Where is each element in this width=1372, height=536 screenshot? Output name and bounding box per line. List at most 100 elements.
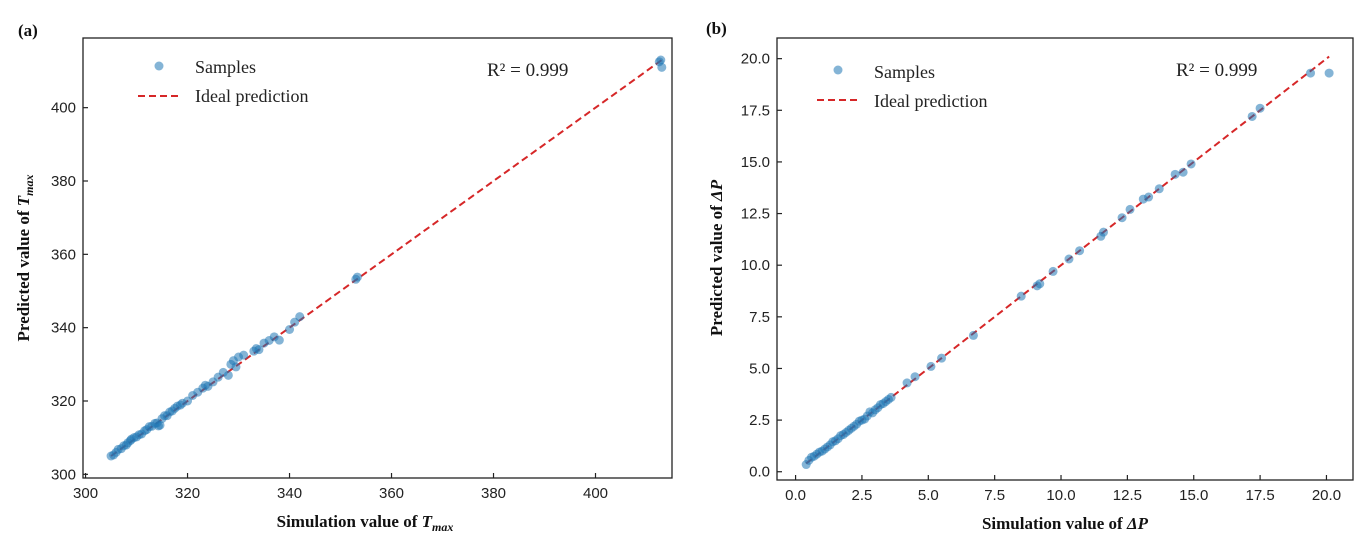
panel-a-sample-point	[285, 325, 295, 334]
panel-a-sample-point	[231, 362, 241, 372]
panel-b-y-label-var: ΔP	[707, 179, 726, 202]
panel-b-sample-point	[1048, 266, 1058, 276]
panel-a-legend-ideal: Ideal prediction	[195, 86, 308, 106]
panel-b-sample-point	[1178, 167, 1188, 177]
panel-b-y-axis-label: Predicted value of ΔP	[707, 179, 726, 336]
panel-b-plot-frame	[776, 37, 1354, 481]
panel-b-sample-point	[910, 372, 920, 382]
panel-b-x-tick-label: 2.5	[852, 487, 873, 504]
panel-b-sample-point	[1035, 279, 1045, 289]
panel-b-sample-point	[1324, 68, 1334, 78]
panel-b-y-tick-label: 7.5	[749, 309, 770, 326]
panel-b-sample-point	[1144, 192, 1154, 202]
panel-a-y-tick-label: 340	[51, 320, 76, 337]
panel-a-x-tick-label: 380	[481, 485, 506, 502]
panel-a-x-label-sub: max	[432, 520, 453, 534]
panel-b-sample-point	[1154, 184, 1164, 194]
panel-a-y-label-text: Predicted value of	[14, 210, 33, 341]
panel-b-x-tick-label: 0.0	[785, 487, 806, 504]
panel-b-x-label-var: ΔP	[1126, 514, 1149, 533]
panel-a-y-ticks: 300 320 340 360 380 400	[51, 100, 88, 483]
panel-a-plot-frame	[82, 37, 673, 479]
panel-b-x-axis-label: Simulation value of ΔP	[982, 514, 1149, 533]
panel-a-x-tick-label: 300	[73, 485, 98, 502]
panel-b-sample-points	[801, 68, 1334, 470]
panel-b-sample-point	[902, 378, 912, 388]
panel-b-sample-point	[937, 353, 947, 363]
panel-b-sample-point	[1075, 246, 1085, 256]
panel-b-x-tick-label: 12.5	[1113, 487, 1142, 504]
panel-b-x-tick-label: 20.0	[1312, 487, 1341, 504]
panel-b-sample-point	[1170, 169, 1180, 179]
panel-a-y-label-sub: max	[22, 175, 36, 196]
panel-a-x-tick-label: 360	[379, 485, 404, 502]
panel-a-x-ticks: 300 320 340 360 380 400	[73, 473, 608, 502]
panel-a-y-tick-label: 360	[51, 246, 76, 263]
panel-a-sample-point	[239, 350, 249, 360]
panel-a-y-label-var: T	[14, 195, 33, 206]
panel-a-x-tick-label: 320	[175, 485, 200, 502]
panel-b-label: (b)	[706, 19, 727, 38]
panel-b-sample-point	[1098, 227, 1108, 237]
panel-b-x-tick-label: 17.5	[1245, 487, 1274, 504]
panel-a-legend: Samples Ideal prediction	[138, 57, 308, 106]
panel-a-sample-point	[657, 62, 667, 72]
panel-a-x-tick-label: 340	[277, 485, 302, 502]
panel-b-x-tick-label: 10.0	[1046, 487, 1075, 504]
panel-a-sample-point	[223, 370, 233, 380]
panel-a-x-label-text: Simulation value of	[277, 512, 418, 531]
panel-b-sample-point	[886, 392, 896, 402]
panel-a: (a) 300 320 340 360 380 400 300 320 340 360 380 40…	[14, 21, 673, 534]
panel-a-x-tick-label: 400	[583, 485, 608, 502]
panel-a-legend-marker	[154, 61, 164, 71]
panel-a-x-axis-label: Simulation value of Tmax	[277, 512, 454, 534]
panel-b-legend-samples: Samples	[874, 62, 935, 82]
panel-a-r2-annotation: R² = 0.999	[487, 60, 568, 81]
panel-b-legend-ideal: Ideal prediction	[874, 91, 987, 111]
panel-b-legend-marker	[833, 65, 843, 75]
panel-a-sample-point	[295, 312, 305, 322]
panel-a-sample-point	[274, 335, 284, 345]
panel-b-sample-point	[1247, 111, 1257, 121]
panel-b-sample-point	[1255, 103, 1265, 113]
panel-b-x-tick-label: 7.5	[984, 487, 1005, 504]
panel-b-sample-point	[1064, 254, 1074, 264]
panel-b-sample-point	[968, 330, 978, 340]
panel-a-y-tick-label: 400	[51, 100, 76, 117]
panel-b-y-label-text: Predicted value of	[707, 205, 726, 336]
panel-b-x-label-text: Simulation value of	[982, 514, 1123, 533]
panel-b-sample-point	[1016, 291, 1026, 301]
panel-b-y-tick-label: 0.0	[749, 464, 770, 481]
panel-b-y-tick-label: 15.0	[741, 154, 770, 171]
panel-b-y-tick-label: 20.0	[741, 51, 770, 68]
panel-b-y-tick-label: 5.0	[749, 360, 770, 377]
panel-b-x-ticks: 0.0 2.5 5.0 7.5 10.0 12.5 15.0 17.5 20.0	[785, 475, 1341, 504]
panel-b-y-tick-label: 17.5	[741, 102, 770, 119]
panel-b-sample-point	[926, 361, 936, 371]
panel-b-r2-annotation: R² = 0.999	[1176, 60, 1257, 81]
panel-b-y-tick-label: 2.5	[749, 412, 770, 429]
panel-b-y-tick-label: 12.5	[741, 206, 770, 223]
panel-b-x-tick-label: 5.0	[918, 487, 939, 504]
panel-b-y-tick-label: 10.0	[741, 257, 770, 274]
panel-b-x-tick-label: 15.0	[1179, 487, 1208, 504]
panel-a-sample-point	[254, 345, 264, 355]
panel-a-sample-point	[656, 55, 666, 65]
panel-a-label: (a)	[18, 21, 38, 40]
panel-a-legend-samples: Samples	[195, 57, 256, 77]
panel-a-x-label-var: T	[422, 512, 433, 531]
panel-a-y-tick-label: 300	[51, 466, 76, 483]
panel-b-sample-point	[1117, 213, 1127, 223]
panel-b-sample-point	[1186, 159, 1196, 169]
panel-b-sample-point	[1306, 68, 1316, 78]
panel-b-sample-point	[1125, 204, 1135, 214]
panel-a-y-axis-label: Predicted value of Tmax	[14, 175, 36, 342]
panel-a-y-tick-label: 320	[51, 393, 76, 410]
panel-b-legend: Samples Ideal prediction	[817, 62, 987, 111]
panel-a-sample-points	[106, 55, 667, 461]
panel-b: (b) 0.0 2.5 5.0 7.5 10.0 12.5 15.0 17.5 20.0 0.0…	[706, 19, 1354, 533]
panel-b-y-ticks: 0.0 2.5 5.0 7.5 10.0 12.5 15.0 17.5 20.0	[741, 51, 782, 481]
panel-a-sample-point	[352, 272, 362, 282]
panel-a-y-tick-label: 380	[51, 173, 76, 190]
